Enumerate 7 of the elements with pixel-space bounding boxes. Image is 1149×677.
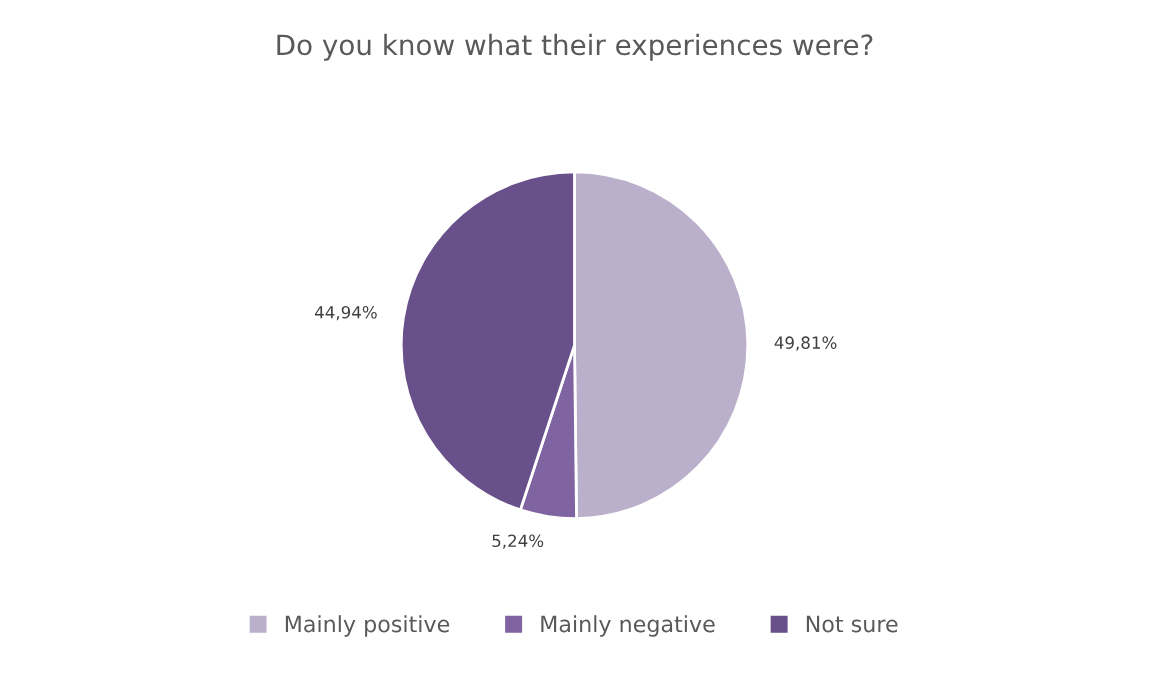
data-label: 49,81% — [774, 336, 837, 351]
chart-title: Do you know what their experiences were? — [277, 33, 873, 61]
data-label: 44,94% — [314, 305, 377, 321]
legend-label: Not sure — [806, 615, 898, 633]
legend-label: Mainly negative — [541, 615, 715, 637]
legend-label: Mainly positive — [285, 615, 450, 637]
data-label: 5,24% — [492, 534, 544, 549]
